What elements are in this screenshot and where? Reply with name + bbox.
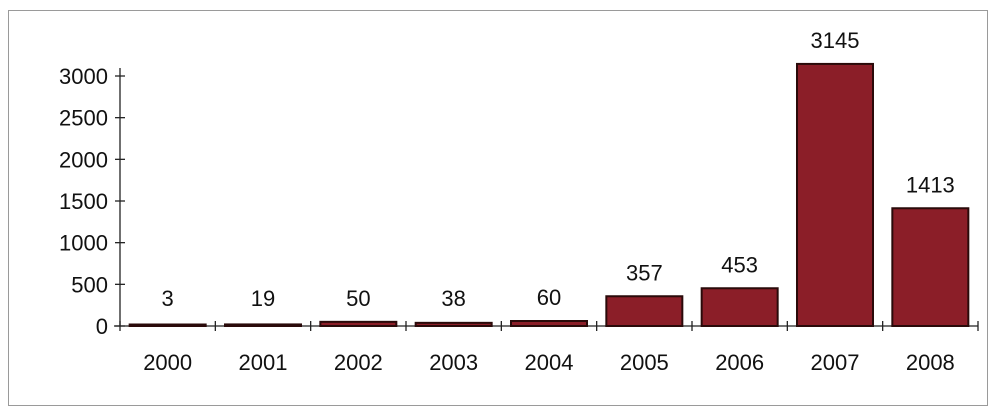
x-tick-label: 2005 [620, 350, 669, 375]
bar-2001 [224, 323, 302, 327]
x-tick-label: 2004 [525, 350, 574, 375]
x-tick-label: 2002 [334, 350, 383, 375]
data-labels: 3 19 50 38 60 357 453 3145 1413 [162, 28, 955, 311]
y-axis: 0 500 1000 1500 2000 2500 3000 [59, 64, 125, 339]
bar-2004 [510, 320, 588, 327]
y-tick-label: 2000 [59, 147, 108, 172]
x-axis: 2000 2001 2002 2003 2004 2005 2006 2007 2008 [114, 321, 979, 375]
bar-2006 [700, 287, 779, 327]
y-tick-label: 1500 [59, 189, 108, 214]
y-tick-label: 2500 [59, 106, 108, 131]
data-label-2004: 60 [537, 285, 561, 310]
data-label-2003: 38 [441, 286, 465, 311]
data-label-2002: 50 [346, 286, 370, 311]
x-tick-label: 2000 [143, 350, 192, 375]
data-label-2008: 1413 [906, 172, 955, 197]
bar-2003 [414, 321, 493, 328]
bar-2005 [605, 295, 684, 327]
data-label-2000: 3 [162, 286, 174, 311]
x-tick-label: 2008 [906, 350, 955, 375]
y-tick-label: 3000 [59, 64, 108, 89]
y-tick-label: 500 [71, 272, 108, 297]
data-label-2006: 453 [721, 252, 758, 277]
y-tick-label: 1000 [59, 231, 108, 256]
bar-2000 [128, 323, 207, 327]
bar-2002 [319, 320, 398, 328]
x-tick-label: 2006 [715, 350, 764, 375]
x-tick-label: 2001 [239, 350, 288, 375]
data-label-2007: 3145 [811, 28, 860, 53]
data-label-2001: 19 [251, 286, 275, 311]
data-label-2005: 357 [626, 260, 663, 285]
x-tick-label: 2007 [811, 350, 860, 375]
x-tick-label: 2003 [429, 350, 478, 375]
bar-2007 [796, 62, 874, 328]
bar-2008 [891, 207, 970, 327]
y-tick-label: 0 [96, 314, 108, 339]
bars [128, 62, 970, 328]
